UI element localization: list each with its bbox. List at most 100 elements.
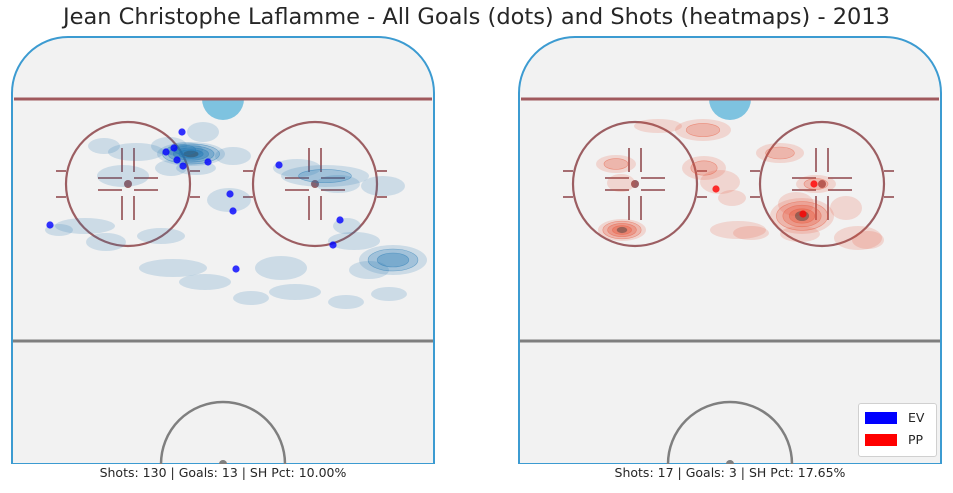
- rink-boards: [11, 36, 435, 464]
- goal-dot: [336, 216, 344, 224]
- shot-density-blob: [151, 137, 187, 155]
- shot-density-blob: [780, 226, 820, 242]
- pp-rink-panel: [518, 36, 942, 464]
- faceoff-dot: [124, 180, 132, 188]
- shot-density-blob: [316, 175, 360, 193]
- shot-density-contour: [733, 226, 769, 240]
- shot-density-blob: [852, 231, 884, 249]
- ev-rink-panel: [11, 36, 435, 464]
- shot-density-blob: [281, 165, 369, 187]
- shot-density-contour: [349, 261, 389, 279]
- shot-density-blob: [718, 190, 746, 206]
- shot-density-contour: [155, 160, 187, 176]
- goal-dot: [173, 156, 181, 164]
- shot-density-contour: [88, 138, 120, 154]
- goal-dot: [810, 180, 818, 188]
- faceoff-ring: [251, 120, 379, 248]
- faceoff-circle-left: [56, 120, 200, 248]
- shot-density-contour: [179, 274, 231, 290]
- shot-density-blob: [137, 228, 185, 244]
- shot-density-contour: [298, 169, 352, 183]
- shot-density-contour: [603, 158, 629, 170]
- shot-density-blob: [269, 284, 321, 300]
- shot-density-blob: [371, 287, 407, 301]
- shot-density-contour: [187, 122, 219, 142]
- shot-density-blob: [255, 256, 307, 280]
- goal-dot: [226, 190, 234, 198]
- goal-dot: [170, 144, 178, 152]
- legend: EV PP: [858, 403, 937, 457]
- goal-dot: [799, 210, 807, 218]
- shot-density-contour: [207, 188, 251, 212]
- shot-density-blob: [88, 138, 120, 154]
- shot-density-blob: [359, 245, 427, 275]
- shot-density-contour: [596, 155, 636, 173]
- shot-density-blob: [97, 165, 149, 187]
- shot-density-blob: [733, 226, 769, 240]
- shot-density-contour: [780, 226, 820, 242]
- rink-boards: [518, 36, 942, 464]
- shot-density-blob: [328, 295, 364, 309]
- shot-density-contour: [765, 146, 795, 160]
- shot-density-blob: [682, 156, 726, 180]
- shot-density-contour: [700, 170, 740, 194]
- shot-density-contour: [834, 226, 882, 250]
- goal-crease: [202, 99, 244, 120]
- shot-density-contour: [359, 245, 427, 275]
- rink-svg: [518, 36, 942, 464]
- goal-dot: [329, 241, 337, 249]
- faceoff-ring: [571, 120, 699, 248]
- goal-dot: [232, 265, 240, 273]
- shot-density-contour: [316, 175, 360, 193]
- shot-density-blob: [215, 147, 251, 165]
- shot-density-contour: [55, 218, 115, 234]
- shot-density-blob: [86, 233, 126, 251]
- goal-dot: [204, 158, 212, 166]
- shot-density-blob: [634, 119, 682, 133]
- shot-density-blob: [349, 261, 389, 279]
- shot-density-contour: [598, 219, 646, 241]
- shot-density-contour: [215, 147, 251, 165]
- shot-density-contour: [273, 159, 321, 177]
- shot-density-blob: [598, 219, 646, 241]
- center-circle: [666, 400, 794, 464]
- faceoff-circle-right: [243, 120, 387, 248]
- goal-crease: [709, 99, 751, 120]
- shot-density-contour: [269, 284, 321, 300]
- shot-density-contour: [718, 190, 746, 206]
- shot-density-blob: [139, 259, 207, 277]
- center-dot: [219, 460, 227, 464]
- goal-dot: [162, 148, 170, 156]
- shot-density-blob: [607, 174, 635, 192]
- shot-density-peak: [616, 226, 628, 234]
- shot-density-blob: [155, 160, 187, 176]
- shot-density-blob: [233, 291, 269, 305]
- shot-density-contour: [756, 143, 804, 163]
- shot-density-contour: [97, 165, 149, 187]
- shot-density-blob: [710, 221, 766, 239]
- legend-swatch-ev: [865, 412, 897, 424]
- shot-density-blob: [361, 176, 405, 196]
- shot-density-contour: [151, 137, 187, 155]
- goal-dot: [712, 185, 720, 193]
- rink-svg: [11, 36, 435, 464]
- goal-dot: [179, 162, 187, 170]
- shot-density-contour: [328, 295, 364, 309]
- shot-density-contour: [86, 233, 126, 251]
- legend-label-pp: PP: [908, 432, 924, 447]
- shot-density-contour: [371, 287, 407, 301]
- shot-density-contour: [852, 231, 884, 249]
- center-circle: [159, 400, 287, 464]
- shot-density-blob: [830, 196, 862, 220]
- shot-density-blob: [187, 122, 219, 142]
- shot-density-contour: [255, 256, 307, 280]
- shot-density-contour: [607, 223, 637, 237]
- shot-density-contour: [685, 123, 721, 137]
- faceoff-circle-left: [563, 120, 707, 248]
- legend-swatch-pp: [865, 434, 897, 446]
- shot-density-blob: [179, 274, 231, 290]
- shot-density-blob: [700, 170, 740, 194]
- goal-dot: [275, 161, 283, 169]
- ev-caption: Shots: 130 | Goals: 13 | SH Pct: 10.00%: [99, 465, 347, 480]
- shot-density-contour: [710, 221, 766, 239]
